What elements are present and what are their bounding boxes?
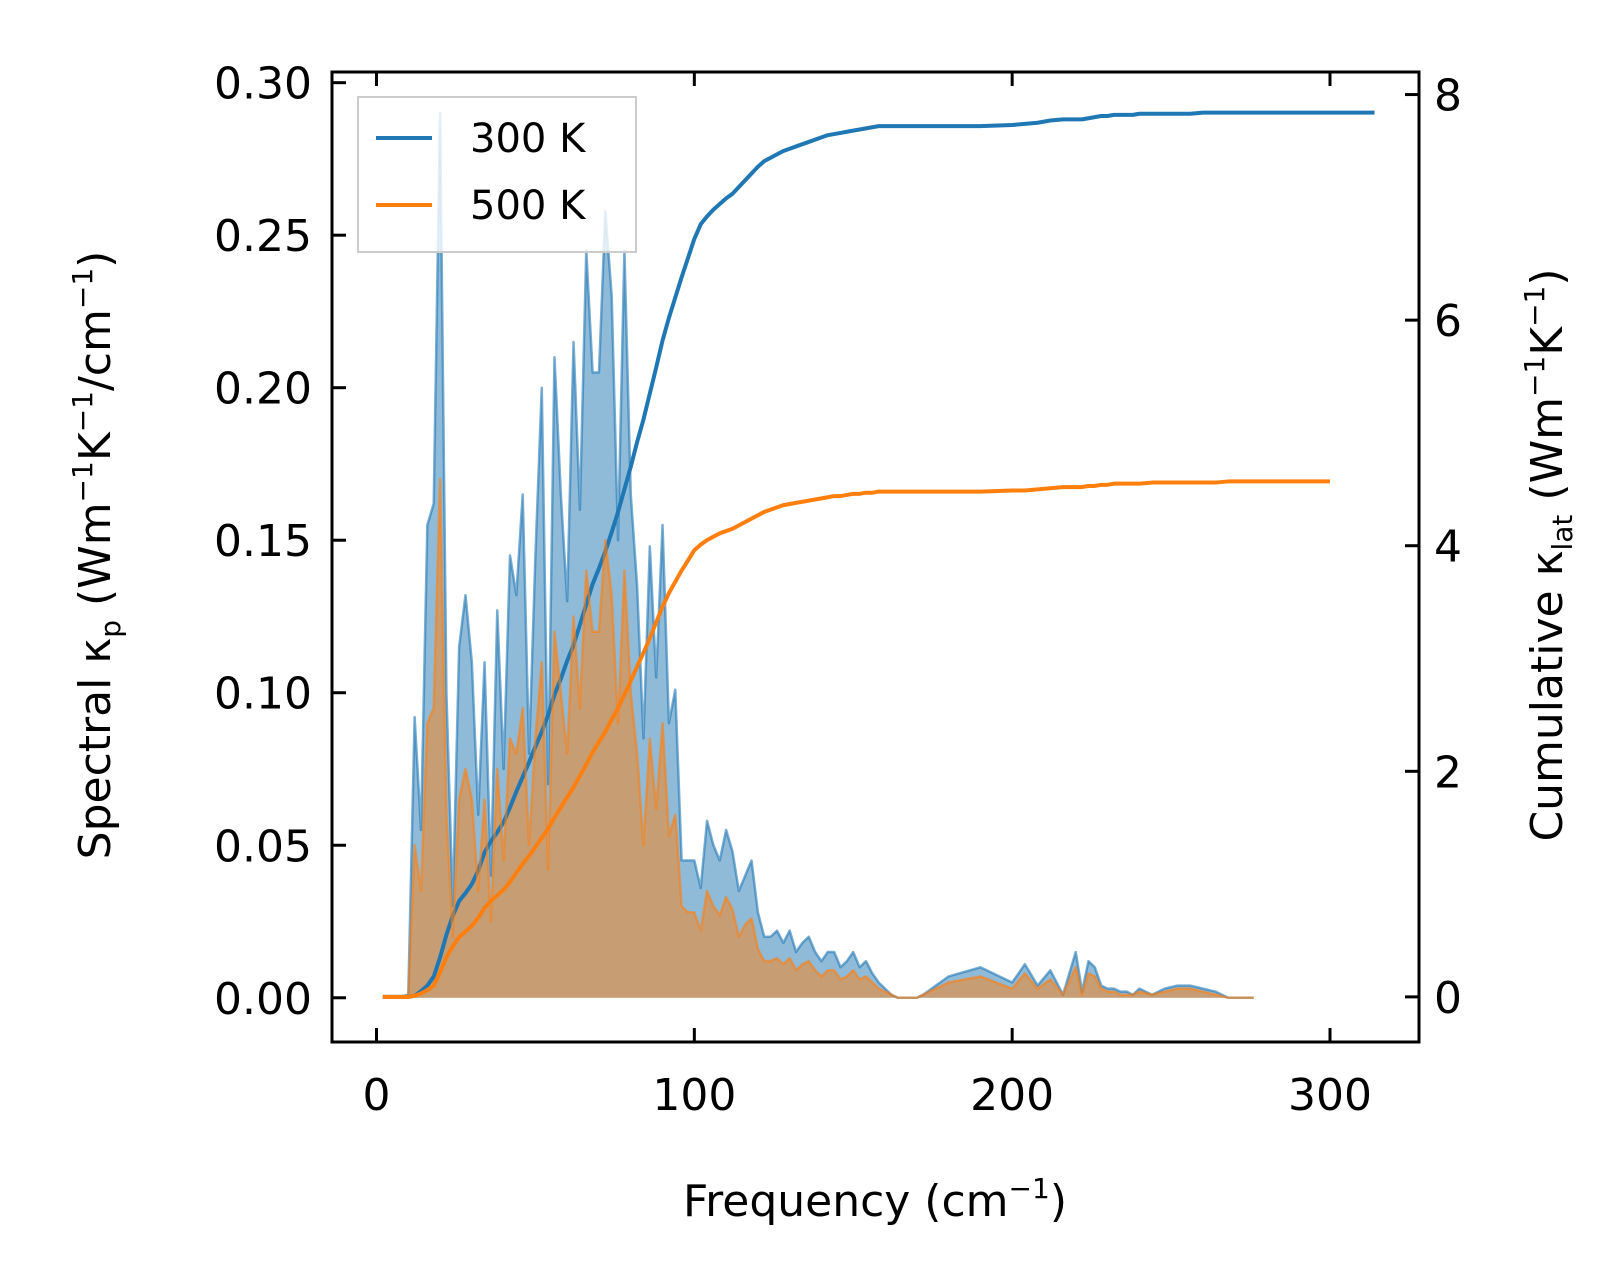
y-tick-label-right: 0 (1434, 973, 1462, 1024)
x-tick-label: 300 (1288, 1070, 1372, 1121)
y-tick-label-left: 0.00 (214, 974, 312, 1025)
y-tick-label-right: 4 (1434, 522, 1462, 573)
cumulative-line-500k (382, 479, 1331, 999)
plot-frame (330, 70, 1421, 1044)
y-tick-label-left: 0.15 (214, 516, 312, 567)
axis-ticks (332, 72, 1419, 1042)
legend-box (357, 96, 637, 253)
y-tick-label-left: 0.05 (214, 821, 312, 872)
data-lines (382, 110, 1375, 1000)
cumulative-line-300k (382, 110, 1375, 999)
tick-labels: 0 100 200 300 0.00 0.05 0.10 0.15 0.20 0.25 0.30 0 2… (214, 59, 1462, 1121)
y-axis-title-right: Cumulative κlat (Wm−1K−1) (1518, 268, 1579, 841)
legend-label-500k: 500 K (470, 183, 587, 229)
legend: 300 K 500 K (357, 96, 637, 253)
spectral-fill-500k (382, 479, 1254, 998)
y-axis-title-left: Spectral κp (Wm−1K−1/cm−1) (66, 251, 127, 860)
y-tick-label-left: 0.25 (214, 211, 312, 262)
y-tick-label-left: 0.20 (214, 364, 312, 415)
y-tick-label-left: 0.10 (214, 669, 312, 720)
spectral-line-500k (382, 477, 1254, 1000)
legend-label-300k: 300 K (470, 116, 587, 162)
y-tick-label-left: 0.30 (214, 59, 312, 110)
spectral-line-300k (382, 111, 1254, 1000)
x-tick-label: 100 (652, 1070, 736, 1121)
y-tick-label-right: 8 (1434, 71, 1462, 122)
x-tick-label: 0 (362, 1070, 390, 1121)
x-axis-title: Frequency (cm−1) (683, 1172, 1067, 1227)
x-tick-label: 200 (970, 1070, 1054, 1121)
y-tick-label-right: 6 (1434, 296, 1462, 347)
y-tick-label-right: 2 (1434, 747, 1462, 798)
